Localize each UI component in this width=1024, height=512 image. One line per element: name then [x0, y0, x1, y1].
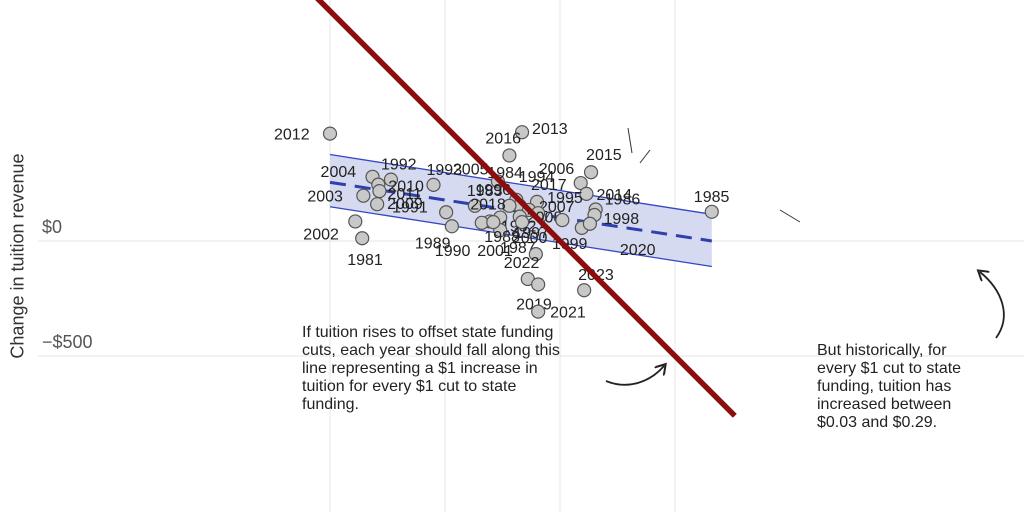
point-label-2022: 2022 — [504, 255, 540, 272]
point-2023 — [577, 283, 592, 298]
point-label-2007: 2007 — [539, 199, 575, 216]
point-label-2011: 2011 — [387, 186, 422, 203]
point-label-2010: 2010 — [388, 179, 424, 196]
point-1991 — [439, 205, 454, 220]
point-2002 — [348, 214, 363, 229]
point-label-2015: 2015 — [586, 147, 622, 164]
point-label-2006: 2006 — [539, 161, 575, 178]
point-2003 — [356, 188, 371, 203]
leader-1984 — [627, 127, 633, 154]
point-label-1995: 1995 — [547, 190, 583, 207]
arrow-to-confidence-band — [980, 272, 1005, 339]
point-label-1991: 1991 — [392, 199, 428, 216]
point-2014 — [579, 186, 594, 201]
point-label-1998: 1998 — [604, 211, 640, 228]
confidence-band-lower — [329, 206, 712, 268]
point-label-2004: 2004 — [321, 164, 357, 181]
point-label-1994: 1994 — [519, 169, 555, 186]
point-label-2021: 2021 — [550, 305, 586, 322]
point-2006 — [573, 175, 588, 191]
point-label-2005: 2005 — [453, 161, 489, 178]
trend-line — [329, 180, 713, 243]
point-label-1987: 1987 — [500, 240, 536, 257]
point-label-2013: 2013 — [532, 121, 568, 138]
annotation-trend-range: But historically, for every $1 cut to st… — [817, 342, 962, 431]
point-label-1988: 1988 — [484, 229, 520, 246]
point-1985 — [704, 204, 719, 219]
point-label-1990: 1990 — [435, 243, 471, 260]
point-2021 — [531, 304, 546, 319]
point-label-2001: 2001 — [477, 243, 513, 260]
point-1989 — [444, 219, 459, 234]
point-label-1992: 1992 — [381, 157, 417, 174]
y-tick-label: −$500 — [42, 332, 93, 352]
point-1997 — [555, 212, 570, 228]
point-label-1997: 1997 — [513, 225, 549, 242]
point-label-1983: 1983 — [467, 183, 503, 200]
point-1993 — [426, 177, 441, 192]
point-2000 — [528, 247, 543, 262]
point-label-2002: 2002 — [303, 226, 339, 243]
confidence-band-upper — [329, 153, 712, 215]
point-2016 — [502, 148, 517, 163]
point-1992 — [383, 172, 399, 187]
point-2011 — [372, 183, 387, 199]
arrow-to-reference-line — [605, 366, 664, 386]
reference-line — [315, 0, 737, 418]
point-2015 — [583, 165, 599, 180]
point-label-2016: 2016 — [485, 130, 521, 147]
point-label-2012: 2012 — [274, 127, 310, 144]
y-tick-label: $0 — [42, 217, 62, 237]
point-1988 — [486, 215, 501, 230]
point-label-1989: 1989 — [415, 235, 451, 252]
point-2019 — [531, 277, 546, 292]
point-2020 — [582, 216, 598, 231]
point-2013 — [514, 125, 530, 140]
point-1983 — [467, 198, 482, 213]
leader-1994 — [639, 149, 651, 164]
point-label-1981: 1981 — [347, 252, 383, 269]
point-label-1993: 1993 — [427, 162, 463, 179]
point-label-2009: 2009 — [387, 196, 423, 213]
point-label-2018: 2018 — [470, 197, 506, 214]
point-1987 — [514, 215, 530, 230]
point-label-2000: 2000 — [512, 230, 548, 247]
point-label-2003: 2003 — [307, 189, 343, 206]
point-1981 — [355, 231, 370, 246]
point-label-1985: 1985 — [694, 189, 730, 206]
y-axis-label: Change in tuition revenue — [7, 153, 28, 359]
point-2009 — [370, 197, 385, 212]
leader-2020 — [779, 209, 801, 223]
point-label-2014: 2014 — [596, 187, 632, 204]
annotation-reference-line: If tuition rises to offset state funding… — [302, 324, 560, 413]
point-1996 — [502, 198, 517, 213]
point-label-1986: 1986 — [605, 191, 641, 208]
point-2012 — [322, 126, 338, 141]
point-label-2020: 2020 — [620, 242, 656, 259]
point-label-2017: 2017 — [531, 177, 567, 194]
